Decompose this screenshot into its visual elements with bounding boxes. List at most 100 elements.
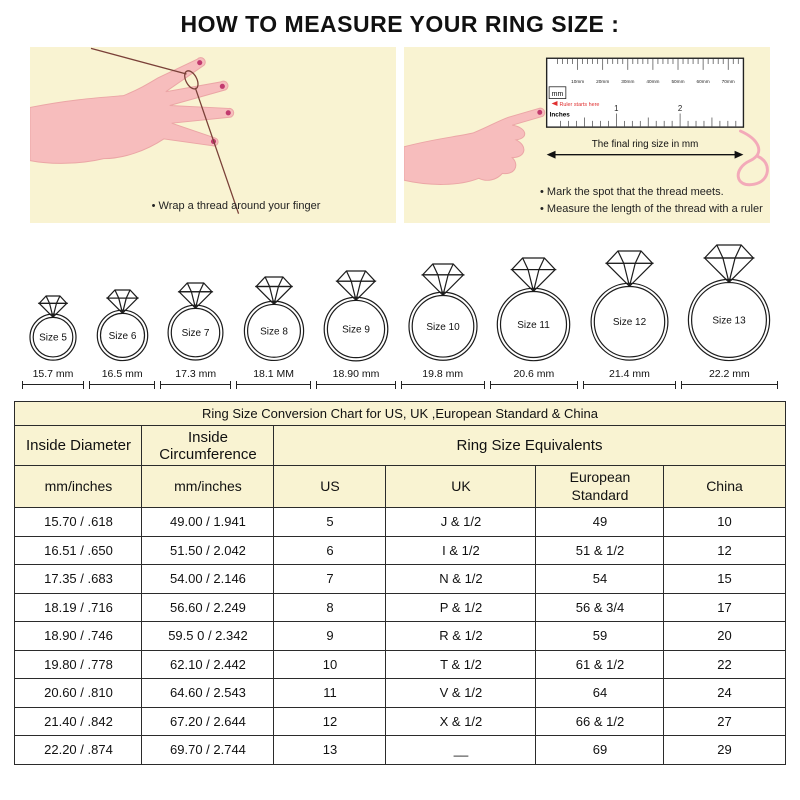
ring-size-item: Size 8 18.1 MM (236, 274, 312, 389)
mm-scale: 10mm 20mm 30mm 40mm 50mm 60mm 70mm (557, 59, 739, 85)
table-cell: 19.80 / .778 (14, 649, 143, 679)
table-cell: 12 (273, 706, 387, 736)
diamond-ring-icon: Size 8 (243, 276, 304, 362)
table-cell: 62.10 / 2.442 (141, 649, 275, 679)
diamond-ring-icon: Size 13 (688, 244, 771, 362)
table-cell: I & 1/2 (385, 535, 537, 565)
table-cell: 27 (663, 706, 786, 736)
table-cell: 18.90 / .746 (14, 621, 143, 651)
table-cell: 10 (273, 649, 387, 679)
table-cell: 67.20 / 2.644 (141, 706, 275, 736)
ring-diameter-label: 15.7 mm (32, 368, 74, 380)
ring-size-label: Size 12 (613, 317, 647, 328)
dimension-line (236, 381, 312, 389)
table-cell: V & 1/2 (385, 678, 537, 708)
table-cell: 10 (663, 507, 786, 537)
svg-text:1: 1 (614, 104, 618, 113)
table-cell: 11 (273, 678, 387, 708)
table-cell: __ (385, 735, 537, 765)
table-cell: 64 (535, 678, 665, 708)
table-cell: J & 1/2 (385, 507, 537, 537)
table-title: Ring Size Conversion Chart for US, UK ,E… (14, 401, 786, 426)
red-arrow-icon (551, 101, 558, 106)
dimension-line (489, 381, 579, 389)
col-header-uk: UK (385, 465, 537, 508)
mm-unit-label: mm (552, 91, 564, 98)
table-cell: 22.20 / .874 (14, 735, 143, 765)
ring-size-item: Size 12 21.4 mm (583, 248, 676, 389)
table-cell: 59.5 0 / 2.342 (141, 621, 275, 651)
dimension-line (88, 381, 156, 389)
ring-size-item: Size 10 19.8 mm (400, 261, 485, 389)
step-measure-text: Measure the length of the thread with a … (540, 201, 763, 218)
ring-size-label: Size 9 (342, 325, 370, 336)
step-wrap-text: Wrap a thread around your finger (152, 200, 321, 212)
ring-size-label: Size 8 (260, 326, 288, 337)
diamond-ring-icon: Size 5 (29, 295, 77, 361)
final-size-label: The final ring size in mm (592, 139, 699, 150)
ring-diameter-label: 16.5 mm (101, 368, 143, 380)
col-header-us: US (273, 465, 387, 508)
ring-size-label: Size 10 (426, 322, 460, 333)
ring-diameter-label: 17.3 mm (175, 368, 217, 380)
table-cell: 6 (273, 535, 387, 565)
hand-icon (30, 57, 235, 164)
instruction-panels: Wrap a thread around your finger 10mm 20m… (0, 47, 800, 223)
table-cell: 9 (273, 621, 387, 651)
svg-text:40mm: 40mm (646, 79, 659, 85)
ruler-starts-here-label: Ruler starts here (559, 102, 599, 108)
table-cell: 15 (663, 564, 786, 594)
table-row: 18.19 / .716 56.60 / 2.249 8 P & 1/2 56 & 3/… (14, 592, 786, 622)
ring-size-item: Size 5 15.7 mm (22, 293, 84, 389)
table-cell: 12 (663, 535, 786, 565)
table-cell: 24 (663, 678, 786, 708)
col-header-mm-inches-circumference: mm/inches (141, 465, 275, 508)
svg-text:20mm: 20mm (596, 79, 609, 85)
svg-text:60mm: 60mm (697, 79, 710, 85)
arrow-left-icon (546, 150, 556, 159)
diamond-ring-icon: Size 12 (590, 250, 669, 361)
dimension-line (680, 381, 778, 389)
dimension-line (22, 381, 84, 389)
dimension-line (316, 381, 396, 389)
table-cell: 5 (273, 507, 387, 537)
svg-text:10mm: 10mm (571, 79, 584, 85)
table-cell: 17.35 / .683 (14, 564, 143, 594)
conversion-table-body: 15.70 / .618 49.00 / 1.941 5 J & 1/2 49 10 16.… (14, 507, 786, 765)
table-cell: 13 (273, 735, 387, 765)
table-cell: 7 (273, 564, 387, 594)
step-wrap-caption: Wrap a thread around your finger (30, 198, 396, 215)
table-cell: 54.00 / 2.146 (141, 564, 275, 594)
col-header-inside-diameter: Inside Diameter (14, 425, 143, 466)
table-cell: 69.70 / 2.744 (141, 735, 275, 765)
thread-line (90, 47, 240, 214)
svg-text:30mm: 30mm (621, 79, 634, 85)
table-cell: 51 & 1/2 (535, 535, 665, 565)
table-cell: 8 (273, 592, 387, 622)
ring-size-label: Size 11 (518, 320, 551, 331)
col-header-inside-circumference: Inside Circumference (141, 425, 275, 466)
col-header-ring-size-equivalents: Ring Size Equivalents (273, 425, 786, 466)
table-cell: 15.70 / .618 (14, 507, 143, 537)
col-header-china: China (663, 465, 786, 508)
table-cell: 69 (535, 735, 665, 765)
table-cell: X & 1/2 (385, 706, 537, 736)
ring-diameter-label: 20.6 mm (513, 368, 555, 380)
ring-size-item: Size 9 18.90 mm (316, 268, 396, 389)
ring-size-label: Size 13 (713, 315, 747, 326)
col-header-european-standard: European Standard (535, 465, 665, 508)
table-cell: 51.50 / 2.042 (141, 535, 275, 565)
table-cell: R & 1/2 (385, 621, 537, 651)
table-cell: P & 1/2 (385, 592, 537, 622)
nail-polish-icons (197, 60, 231, 144)
ring-diameter-label: 18.90 mm (332, 368, 380, 380)
page-title: HOW TO MEASURE YOUR RING SIZE : (180, 11, 620, 37)
final-size-dimension: The final ring size in mm (546, 139, 744, 159)
table-cell: 21.40 / .842 (14, 706, 143, 736)
diamond-ring-icon: Size 9 (323, 270, 389, 362)
ring-size-label: Size 7 (182, 328, 210, 339)
svg-text:2: 2 (678, 104, 682, 113)
